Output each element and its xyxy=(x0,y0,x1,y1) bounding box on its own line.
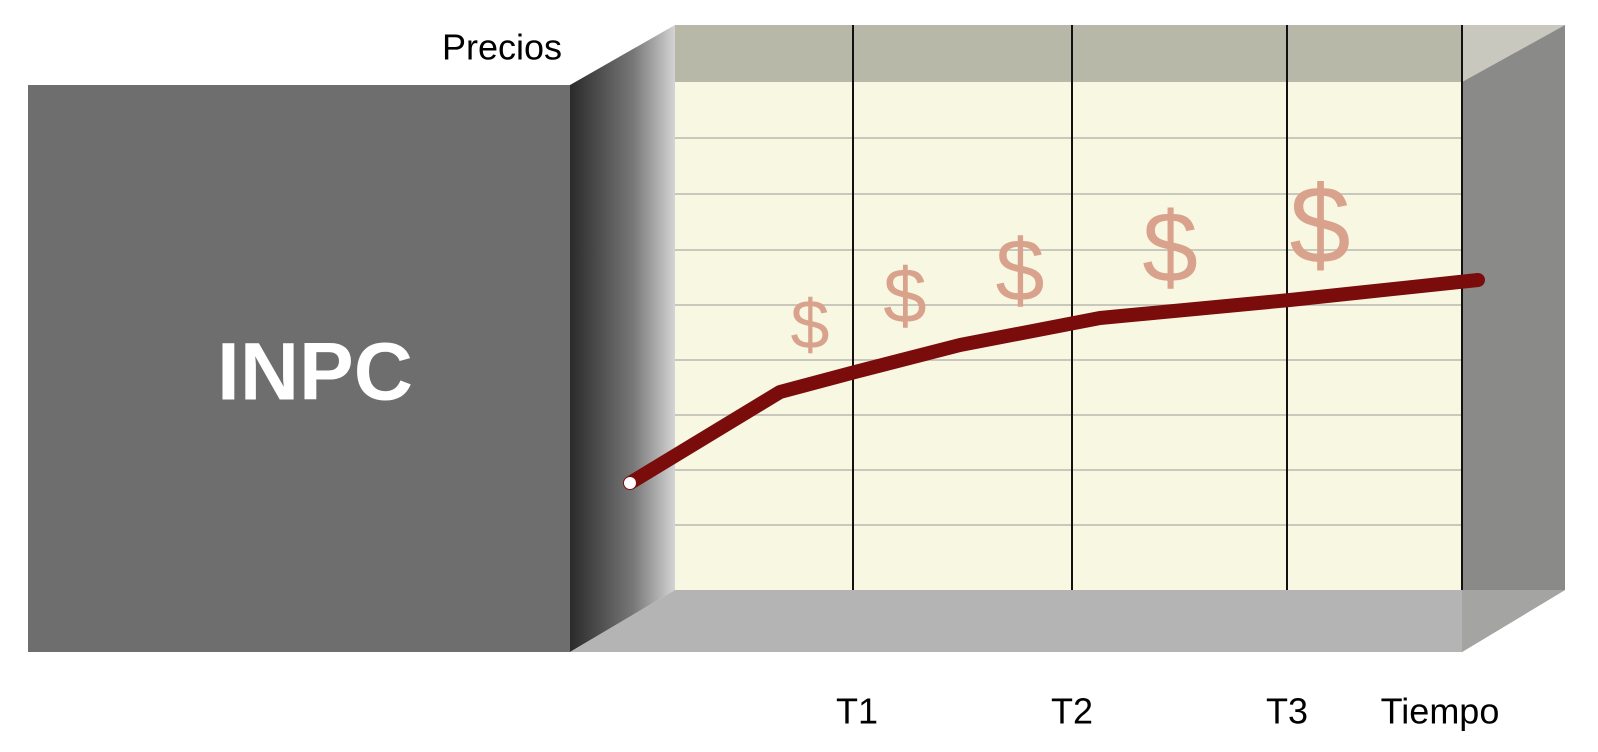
price-symbol: $ xyxy=(1289,164,1350,287)
x-axis-label: Tiempo xyxy=(1381,691,1500,732)
time-dividers xyxy=(852,25,1463,590)
floor-corner xyxy=(1462,590,1565,652)
right-wall xyxy=(1462,25,1565,652)
price-symbol: $ xyxy=(996,220,1045,319)
top-strip xyxy=(675,25,1462,82)
time-label: T3 xyxy=(1266,691,1308,732)
grid xyxy=(675,137,1462,526)
time-label: T1 xyxy=(836,691,878,732)
y-axis-label: Precios xyxy=(442,27,562,68)
price-trend-line xyxy=(623,273,1485,490)
time-label: T2 xyxy=(1051,691,1093,732)
price-symbols: $ $ $ $ $ xyxy=(791,164,1351,363)
left-wall xyxy=(570,25,675,652)
chart-area xyxy=(675,82,1462,590)
start-point xyxy=(624,477,636,489)
price-symbol: $ xyxy=(791,285,830,363)
box-label: INPC xyxy=(217,327,413,418)
floor xyxy=(570,590,1462,652)
price-symbol: $ xyxy=(1142,191,1198,303)
price-symbol: $ xyxy=(883,252,926,340)
inpc-box xyxy=(28,85,570,652)
